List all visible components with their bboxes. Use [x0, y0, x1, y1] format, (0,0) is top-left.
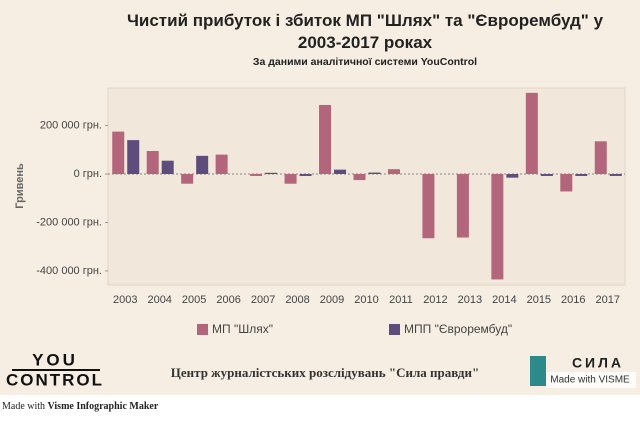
footer-center-text: Центр журналістських розслідувань "Сила …: [171, 365, 479, 380]
legend-swatch: [197, 324, 208, 335]
x-tick-label: 2004: [147, 294, 171, 306]
x-tick-label: 2014: [492, 294, 516, 306]
y-tick-label: -400 000 грн.: [36, 265, 102, 277]
bar: [456, 174, 469, 238]
credit-prefix: Made with: [2, 401, 46, 412]
bar: [146, 151, 159, 175]
y-tick-label: 200 000 грн.: [40, 119, 102, 131]
bar: [319, 104, 332, 175]
bar: [112, 131, 125, 175]
plot-area: [107, 87, 626, 286]
y-tick-label: -200 000 грн.: [36, 216, 102, 228]
x-tick-label: 2017: [596, 294, 620, 306]
legend-label: МПП "Єврорембуд": [404, 322, 512, 336]
bar: [353, 174, 366, 181]
bar: [525, 92, 538, 175]
x-tick-label: 2009: [320, 294, 344, 306]
bar: [540, 174, 553, 176]
x-tick-label: 2008: [285, 294, 309, 306]
x-tick-label: 2016: [561, 294, 585, 306]
bar: [250, 174, 263, 176]
bar: [560, 174, 573, 192]
legend-label: МП "Шлях": [212, 322, 273, 336]
bar: [422, 174, 435, 239]
bar: [299, 174, 312, 176]
bar: [284, 174, 297, 184]
bar: [506, 174, 519, 178]
bar: [575, 174, 588, 176]
bar: [609, 174, 622, 176]
x-tick-label: 2006: [216, 294, 240, 306]
bar: [594, 141, 607, 175]
logo-text: YOU: [32, 350, 78, 369]
y-tick-label: 0 грн.: [74, 168, 102, 180]
y-axis-title: Гривень: [14, 163, 26, 209]
visme-badge-text: Made with VISME: [550, 375, 630, 386]
x-tick-label: 2013: [458, 294, 482, 306]
chart-subtitle: За даними аналітичної системи YouControl: [253, 56, 477, 68]
footer-credit: Made with Visme Infographic Maker: [2, 401, 158, 412]
bar: [265, 172, 278, 175]
legend-swatch: [389, 324, 400, 335]
bar: [181, 174, 194, 184]
x-tick-label: 2003: [113, 294, 137, 306]
x-tick-label: 2012: [423, 294, 447, 306]
credit-link[interactable]: Visme Infographic Maker: [47, 401, 159, 412]
x-tick-label: 2011: [389, 294, 413, 306]
chart-title: Чистий прибуток і збиток МП "Шлях" та "Є…: [126, 11, 604, 52]
bar: [368, 172, 381, 175]
x-tick-label: 2005: [182, 294, 206, 306]
x-tick-label: 2010: [354, 294, 378, 306]
bar: [215, 154, 228, 175]
x-tick-label: 2015: [527, 294, 551, 306]
logo-icon: [530, 356, 546, 386]
bar: [334, 169, 347, 175]
logo-text: CONTROL: [6, 370, 104, 389]
visme-badge: [546, 372, 636, 388]
bar: [161, 160, 174, 175]
bar: [127, 140, 140, 175]
bar: [387, 169, 400, 175]
bar: [196, 155, 209, 175]
x-tick-label: 2007: [251, 294, 275, 306]
bar: [491, 174, 504, 280]
logo-text: СИЛА: [572, 355, 624, 371]
